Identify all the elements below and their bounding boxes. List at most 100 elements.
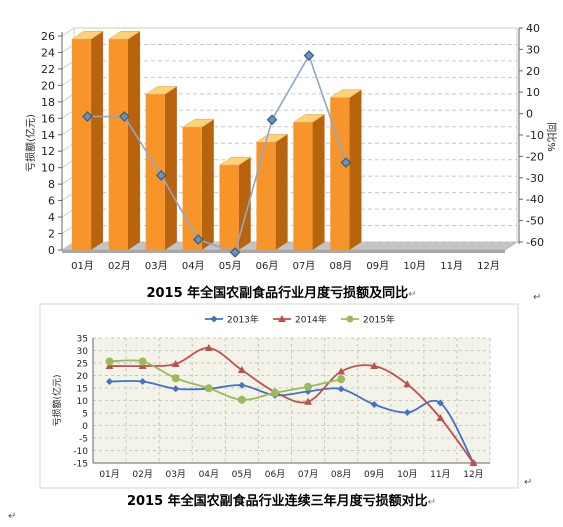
chart1-caption-text: 2015 年全国农副食品行业月度亏损额及同比 — [146, 286, 409, 301]
legend-label: 2014年 — [295, 314, 327, 326]
chart1-left-tick-label: 10 — [41, 162, 55, 175]
chart2-x-tick-label: 10月 — [397, 469, 417, 480]
chart1-right-tick-label: 10 — [526, 86, 540, 99]
chart1-caption: 2015 年全国农副食品行业月度亏损额及同比↵ — [0, 282, 563, 301]
chart1-right-tick-label: -10 — [526, 129, 544, 142]
series-point — [204, 384, 213, 393]
bar — [71, 39, 92, 250]
chart1-left-tick-label: 26 — [41, 30, 55, 43]
series-point — [304, 382, 313, 391]
bar-side — [349, 89, 362, 250]
chart1-left-tick-label: 18 — [41, 96, 55, 109]
chart2-caption: 2015 年全国农副食品行业连续三年月度亏损额对比↵ — [0, 490, 563, 509]
chart1-left-tick-label: 2 — [48, 228, 55, 241]
chart1-x-tick-label: 08月 — [330, 260, 353, 272]
monthly-loss-yoy-chart: 0 2 4 6 8 10 12 14 16 18 20 22 24 26 亏损额(亿元) 40 30 20 10 0-… — [24, 22, 557, 272]
chart2-y-tick-label: 15 — [77, 385, 88, 395]
yoy-point — [303, 50, 315, 61]
chart1-x-tick-label: 11月 — [440, 260, 463, 272]
series-point — [403, 380, 412, 388]
chart1-right-tick-label: 20 — [526, 65, 540, 78]
chart2-caption-text: 2015 年全国农副食品行业连续三年月度亏损额对比 — [126, 494, 428, 509]
chart1-left-tick-label: 8 — [48, 178, 55, 191]
chart2-y-tick-label: 0 — [82, 422, 88, 432]
chart1-svg: 02468101214161820222426亏损额(亿元)403020100-… — [24, 22, 557, 272]
chart1-left-tick-label: 16 — [41, 112, 55, 125]
yoy-point — [229, 247, 241, 258]
chart1-x-tick-label: 06月 — [256, 260, 279, 272]
series-point — [337, 385, 345, 393]
legend-marker — [210, 315, 218, 323]
yoy-point — [266, 114, 278, 126]
chart1-left-tick-label: 0 — [48, 244, 55, 257]
chart2-x-tick-label: 01月 — [99, 469, 119, 480]
chart1-left-tick-label: 20 — [41, 79, 55, 92]
series-point — [204, 344, 213, 351]
bar — [293, 122, 313, 250]
bar-side — [91, 31, 104, 250]
legend-marker — [278, 315, 286, 322]
series-point — [105, 357, 114, 366]
chart2-svg: 35 30 25 20 15 10 5 0 -5 -10 -15 亏损额(亿元) 01月 02月 03月 04… — [39, 303, 519, 489]
chart1-right-tick-label: -20 — [526, 150, 544, 163]
chart1-x-tick-label: 04月 — [182, 260, 205, 272]
chart2-x-tick-label: 05月 — [232, 469, 252, 480]
bar — [182, 127, 202, 250]
paragraph-mark: ↵ — [8, 511, 17, 522]
chart1-left-tick-label: 24 — [41, 46, 55, 59]
series-point — [172, 385, 180, 393]
chart2-x-tick-label: 12月 — [463, 469, 483, 480]
bar-side — [201, 119, 214, 250]
chart1-right-tick-label: -40 — [526, 193, 544, 206]
chart2-y-tick-label: -15 — [73, 460, 88, 470]
chart1-x-tick-label: 02月 — [108, 260, 131, 272]
series-point — [304, 397, 313, 405]
bar — [256, 142, 276, 250]
series-point — [436, 399, 444, 407]
chart2-y-tick-label: 20 — [77, 372, 89, 382]
series-point — [171, 360, 180, 367]
chart2-x-tick-label: 02月 — [132, 469, 152, 480]
series-point — [237, 366, 246, 373]
bar-side — [164, 86, 177, 250]
chart2-x-tick-label: 06月 — [265, 469, 285, 480]
yoy-point — [340, 157, 352, 168]
chart1-floor-edge — [62, 250, 505, 253]
chart1-left-tick-label: 4 — [48, 211, 55, 224]
chart1-left-tick-label: 14 — [41, 129, 55, 142]
chart2-y-axis-title: 亏损额(亿元) — [51, 374, 63, 426]
chart2-y-tick-label: 35 — [77, 335, 88, 345]
chart1-left-axis-title: 亏损额(亿元) — [24, 114, 37, 172]
bar — [330, 97, 350, 250]
chart2-y-tick-label: -5 — [79, 435, 88, 445]
chart1-right-axis-title: 同比% — [545, 122, 557, 152]
series-point — [138, 357, 147, 366]
series-point — [403, 409, 411, 416]
chart2-y-tick-label: 10 — [77, 397, 89, 407]
series-point — [171, 374, 180, 383]
series-point — [337, 375, 346, 384]
series-point — [370, 401, 378, 408]
bar-side — [275, 134, 288, 250]
bar-side — [127, 31, 140, 250]
bar-side — [312, 114, 325, 250]
bar — [219, 165, 239, 250]
chart1-right-tick-label: -60 — [526, 236, 544, 249]
chart2-x-tick-label: 07月 — [298, 469, 318, 480]
series-point — [270, 388, 279, 397]
legend-marker — [346, 315, 354, 323]
chart1-x-tick-label: 10月 — [403, 260, 426, 272]
chart1-x-tick-label: 03月 — [145, 260, 168, 272]
chart1-x-tick-label: 05月 — [219, 260, 242, 272]
chart2-x-tick-label: 08月 — [331, 469, 351, 480]
chart1-right-tick-label: -50 — [526, 215, 544, 228]
chart1-left-tick-label: 6 — [48, 195, 55, 208]
series-point — [337, 367, 346, 375]
series-point — [238, 381, 246, 389]
chart1-x-tick-label: 09月 — [366, 260, 389, 272]
three-year-loss-comparison-chart: 35 30 25 20 15 10 5 0 -5 -10 -15 亏损额(亿元) 01月 02月 03月 04… — [0, 300, 563, 490]
chart1-right-tick-label: 0 — [526, 108, 533, 121]
yoy-point — [119, 111, 130, 122]
series-point — [237, 395, 246, 404]
series-point — [469, 459, 478, 466]
